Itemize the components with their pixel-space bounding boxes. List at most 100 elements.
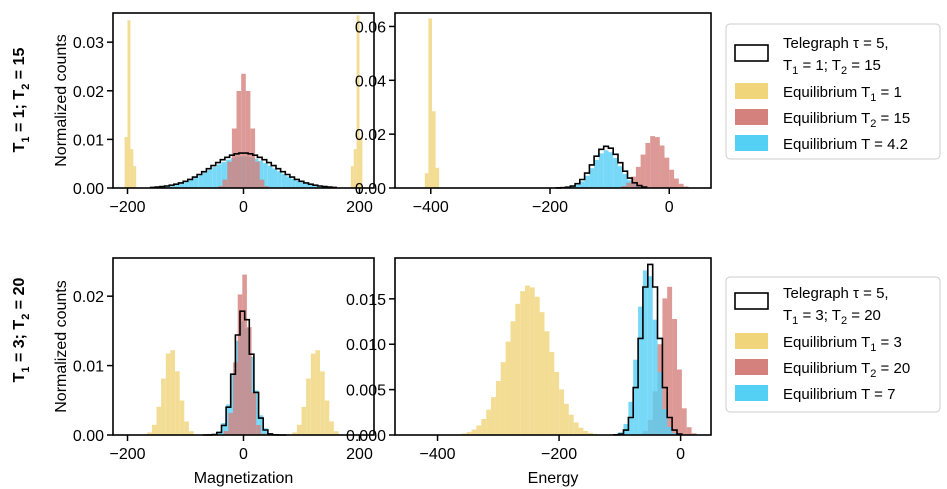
histogram-bar xyxy=(583,430,589,435)
histogram-bar xyxy=(286,176,291,188)
chart-top-energy: −400 −200 0 0.00 0.02 0.04 0.06 xyxy=(355,12,712,216)
histogram-bar xyxy=(435,167,440,188)
histogram-bar xyxy=(428,18,432,189)
x-tick-label: −400 xyxy=(420,446,456,463)
histogram-bar xyxy=(230,374,236,435)
histogram-bar xyxy=(272,168,278,188)
histogram-bar xyxy=(263,428,268,435)
histogram-bar xyxy=(305,183,310,188)
legend-top-frame xyxy=(725,23,941,160)
legend-top-swatch-eq2 xyxy=(735,109,768,125)
histogram-bar xyxy=(207,169,213,188)
histogram-bar xyxy=(184,421,189,435)
histogram-bar xyxy=(603,150,609,188)
legend-top-swatch-eq1 xyxy=(735,83,768,99)
histogram-bar xyxy=(165,353,171,435)
histogram-bar xyxy=(292,432,297,435)
histogram-bar xyxy=(640,154,646,188)
chart-bottom-energy: −400 −200 0 0.000 0.005 0.010 0.015 Energy xyxy=(346,257,712,487)
y-tick-label: 0.00 xyxy=(355,181,386,198)
histogram-bar xyxy=(223,431,229,435)
histogram-bar xyxy=(495,381,501,435)
histogram-bar xyxy=(334,431,339,435)
histogram-bar xyxy=(165,186,171,188)
histogram-bar xyxy=(539,312,545,435)
histogram-bar xyxy=(259,179,265,188)
histogram-bar xyxy=(263,163,268,188)
histogram-bar xyxy=(222,179,228,188)
histogram-bar xyxy=(175,184,180,188)
histogram-bar xyxy=(642,270,648,435)
histogram-bar xyxy=(650,136,655,188)
histogram-bar xyxy=(189,431,194,435)
histogram-bar xyxy=(628,401,634,435)
x-tick-label: −200 xyxy=(109,446,145,463)
histogram-bar xyxy=(184,181,189,188)
legend-bottom-eq1: Equilibrium T1 = 3 xyxy=(783,334,902,354)
legend-bottom-telegraph-line1: Telegraph τ = 5, xyxy=(783,285,889,302)
histogram-bar xyxy=(309,184,315,188)
histogram-bar xyxy=(647,276,653,435)
histogram-bar xyxy=(622,174,628,188)
histogram-bar xyxy=(250,128,256,188)
histogram-bar xyxy=(221,423,227,435)
legend-bottom-swatch-eq1 xyxy=(735,333,768,349)
y-tick-label: 0.02 xyxy=(355,127,386,144)
histogram-bar xyxy=(264,186,269,188)
histogram-bar xyxy=(301,406,307,435)
histogram-bar xyxy=(667,427,673,435)
legend-top-telegraph-line2: T1 = 1; T2 = 15 xyxy=(783,57,881,77)
histogram-bar xyxy=(594,160,599,188)
y-tick-label: 0.04 xyxy=(355,73,386,90)
histogram-bar xyxy=(320,371,325,435)
y-tick-label: 0.00 xyxy=(73,181,104,198)
histogram-bar xyxy=(237,294,243,435)
histogram-bar xyxy=(324,400,330,435)
legend-top-eq1: Equilibrium T1 = 1 xyxy=(783,84,902,104)
histogram-bar xyxy=(291,178,296,188)
histogram-bar xyxy=(568,414,574,435)
histogram-bar xyxy=(310,353,316,435)
x-tick-label: −200 xyxy=(541,446,577,463)
histogram-bar xyxy=(621,186,627,188)
histogram-bar xyxy=(127,20,131,188)
histogram-bar xyxy=(130,149,134,188)
histogram-bar xyxy=(198,175,203,188)
histogram-bar xyxy=(124,137,128,188)
x-axis-label: Energy xyxy=(528,470,579,487)
row-label-bottom: T1 = 3; T2 = 20 xyxy=(11,278,32,383)
histogram-bar xyxy=(471,429,477,435)
legend-top-eq3: Equilibrium T = 4.2 xyxy=(783,136,908,153)
x-tick-label: 0 xyxy=(239,446,248,463)
histogram-bar xyxy=(151,424,157,435)
row-label-top: T1 = 1; T2 = 15 xyxy=(11,48,32,153)
histogram-bar xyxy=(161,378,166,435)
histogram-bar xyxy=(645,142,651,188)
histogram-bar xyxy=(559,389,564,435)
histogram-bar xyxy=(300,182,305,188)
histogram-bar xyxy=(515,303,521,435)
histogram-bar xyxy=(633,359,639,435)
x-tick-label: −200 xyxy=(109,199,145,216)
histogram-bar xyxy=(659,145,665,188)
histogram-bar xyxy=(525,285,530,435)
histogram-bar xyxy=(353,149,357,188)
histogram-bar xyxy=(241,73,246,188)
histogram-bar xyxy=(626,182,632,188)
axes-frame xyxy=(394,12,712,189)
histogram-bar xyxy=(179,183,185,188)
histogram-bar xyxy=(476,425,482,435)
histogram-bar xyxy=(686,427,692,435)
y-tick-label: 0.005 xyxy=(346,383,386,400)
histogram-bar xyxy=(579,181,585,188)
histogram-bar xyxy=(677,369,682,435)
histogram-bar xyxy=(242,274,247,435)
histogram-bar xyxy=(589,168,595,188)
histogram-bar xyxy=(267,165,273,188)
histogram-bar xyxy=(329,421,334,435)
legend-top-eq2: Equilibrium T2 = 15 xyxy=(783,110,910,130)
histogram-bar xyxy=(672,319,677,435)
y-tick-label: 0.010 xyxy=(346,337,386,354)
x-tick-label: 0 xyxy=(239,199,248,216)
